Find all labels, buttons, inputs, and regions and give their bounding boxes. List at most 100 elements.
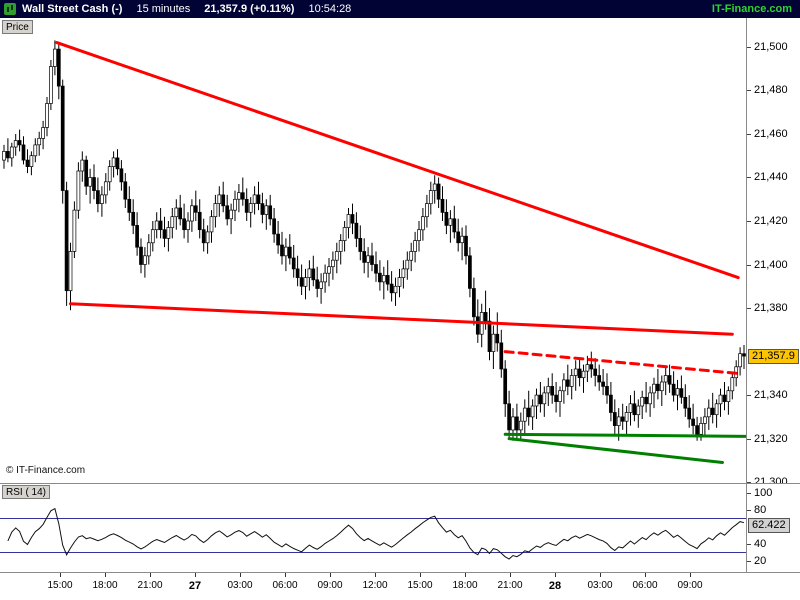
- candle: [299, 277, 304, 287]
- candle: [538, 394, 543, 405]
- price-axis-tick: [747, 221, 751, 222]
- candle: [405, 259, 410, 270]
- time-axis-label: 27: [188, 580, 202, 592]
- candle: [119, 168, 124, 183]
- brand-link[interactable]: IT-Finance.com: [711, 3, 792, 15]
- candle: [280, 244, 284, 257]
- time-axis-tick: [690, 573, 691, 577]
- price-axis-label: 21,340: [754, 389, 788, 401]
- candle: [550, 386, 555, 396]
- candle: [76, 170, 81, 211]
- candle: [334, 251, 339, 261]
- horizontal-support-line[interactable]: [503, 432, 746, 438]
- time-axis-label: 09:00: [317, 580, 343, 591]
- candle: [518, 420, 523, 431]
- candle: [150, 229, 155, 244]
- candle: [499, 342, 504, 370]
- candle: [554, 394, 558, 402]
- tab-price[interactable]: Price: [2, 20, 33, 34]
- axis-separator: [0, 572, 800, 573]
- candle: [444, 211, 449, 226]
- candle: [233, 198, 237, 211]
- candle: [256, 194, 261, 204]
- candle: [374, 264, 378, 274]
- candle: [205, 231, 210, 244]
- candle: [397, 277, 402, 287]
- rsi-chart[interactable]: [0, 484, 746, 572]
- price-axis-tick: [747, 90, 751, 91]
- candle: [123, 181, 128, 200]
- rsi-axis-label: 80: [754, 504, 767, 516]
- time-axis-label: 18:00: [92, 580, 118, 591]
- time-axis-label: 18:00: [452, 580, 478, 591]
- candle: [417, 229, 421, 241]
- candle: [542, 392, 547, 405]
- time-axis-tick: [195, 573, 196, 577]
- candle: [421, 216, 425, 231]
- falling-support-line[interactable]: [507, 437, 724, 464]
- last-price-badge: 21,357.9: [748, 349, 799, 364]
- candle: [268, 205, 273, 220]
- clock: 10:54:28: [308, 3, 352, 15]
- candle: [96, 190, 100, 205]
- price-chart[interactable]: [0, 18, 746, 483]
- candle: [358, 238, 363, 252]
- candle: [483, 312, 488, 322]
- candle: [146, 242, 151, 257]
- time-axis-tick: [555, 573, 556, 577]
- time-axis[interactable]: 15:00 18:00 21:00 27 03:00 06:00 09:00 12:00 15:…: [0, 573, 800, 600]
- price-axis[interactable]: 21,357.9 21,500 21,480 21,460 21,440 21,420 2…: [746, 18, 800, 488]
- candle: [628, 403, 633, 413]
- candle: [60, 85, 65, 191]
- rsi-axis-tick: [747, 510, 751, 511]
- candle: [182, 218, 186, 231]
- candle: [620, 416, 625, 422]
- instrument-name: Wall Street Cash (-): [22, 3, 123, 15]
- candle: [491, 333, 496, 352]
- candle: [319, 281, 323, 289]
- time-axis-tick: [105, 573, 106, 577]
- price-axis-label: 21,480: [754, 84, 788, 96]
- price-axis-tick: [747, 47, 751, 48]
- candle: [640, 396, 645, 407]
- price-axis-label: 21,460: [754, 128, 788, 140]
- candle: [378, 272, 382, 283]
- candle: [495, 333, 500, 344]
- dashed-lower-highs-line[interactable]: [503, 350, 738, 375]
- candle: [648, 392, 652, 405]
- price-axis-label: 21,500: [754, 41, 788, 53]
- support-resistance-line[interactable]: [69, 302, 734, 336]
- candle: [272, 218, 276, 235]
- rsi-axis-tick: [747, 544, 751, 545]
- candle: [260, 203, 265, 215]
- tab-rsi[interactable]: RSI ( 14): [2, 485, 51, 499]
- candle: [389, 283, 394, 294]
- candle: [526, 407, 531, 418]
- candle: [217, 194, 222, 204]
- candle: [464, 235, 468, 257]
- candle: [569, 375, 574, 387]
- candle: [507, 403, 511, 431]
- candle: [37, 137, 42, 146]
- candle: [193, 205, 198, 213]
- candle: [722, 394, 727, 402]
- candle: [652, 383, 656, 394]
- falling-resistance-line[interactable]: [55, 41, 740, 280]
- candle: [581, 370, 586, 379]
- time-axis-label: 06:00: [632, 580, 658, 591]
- candle: [683, 396, 688, 409]
- candle: [679, 388, 684, 398]
- app-icon: [4, 3, 16, 15]
- candle: [237, 192, 241, 200]
- candle: [174, 207, 179, 218]
- time-axis-label: 21:00: [137, 580, 163, 591]
- rsi-axis[interactable]: 62.422 100 80 40 20: [746, 484, 800, 572]
- candle: [366, 255, 370, 263]
- candle: [295, 268, 300, 278]
- candle: [354, 222, 359, 239]
- candle: [9, 146, 14, 159]
- rsi-axis-label: 100: [754, 487, 773, 499]
- price-axis-tick: [747, 177, 751, 178]
- candle: [624, 412, 629, 422]
- candle: [225, 205, 230, 220]
